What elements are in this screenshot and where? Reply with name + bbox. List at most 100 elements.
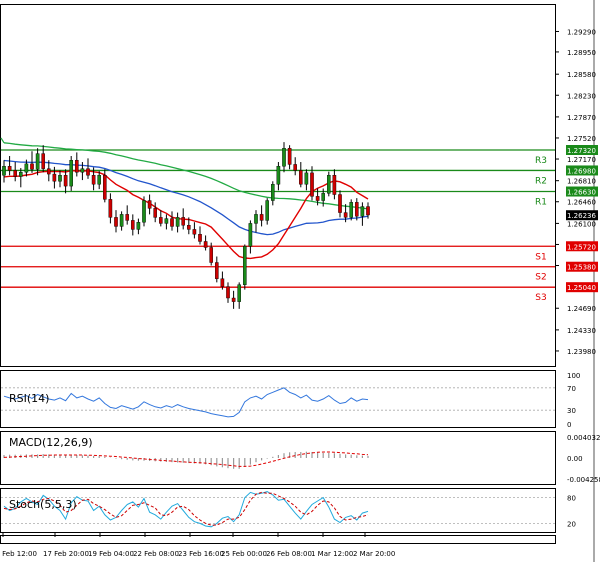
x-tick-label: 25 Feb 00:00 — [221, 550, 267, 558]
candle-body — [248, 223, 253, 247]
candle-body — [108, 199, 113, 218]
level-price-label: 1.25380 — [567, 264, 596, 272]
candle-body — [282, 147, 286, 167]
candle-body — [102, 175, 107, 200]
y-tick-label: 1.26460 — [567, 199, 596, 207]
candle-body — [259, 214, 264, 221]
x-tick-label: 2 Mar 20:00 — [353, 550, 395, 558]
candle-body — [355, 202, 359, 217]
rsi-pane-frame — [0, 370, 556, 428]
x-tick-label: 17 Feb 20:00 — [43, 550, 89, 558]
candle-body — [265, 200, 270, 221]
macd-tick-label: -0.004258 — [567, 476, 600, 484]
candle-body — [315, 196, 320, 201]
candle-body — [13, 170, 18, 177]
candle-body — [7, 166, 12, 171]
ma-slow-line — [3, 142, 369, 210]
y-tick-label: 1.28950 — [567, 49, 596, 57]
level-price-box — [566, 145, 598, 156]
candle-body — [214, 262, 219, 279]
x-tick-label: 16 Feb 12:00 — [0, 550, 37, 558]
candle-body — [327, 175, 331, 194]
y-tick-label: 1.26100 — [567, 220, 596, 228]
candle-body — [209, 247, 214, 263]
candle-body — [147, 200, 152, 209]
candle-body — [310, 172, 314, 197]
level-name-s3: S3 — [535, 293, 546, 303]
candle-body — [164, 218, 169, 224]
level-price-label: 1.26630 — [567, 189, 596, 197]
candle-body — [181, 217, 186, 226]
level-name-s1: S1 — [535, 252, 546, 262]
y-tick-label: 1.27170 — [567, 156, 596, 164]
candle-body — [271, 184, 275, 201]
candle-body — [192, 229, 197, 235]
level-price-box — [566, 241, 598, 252]
candle-body — [276, 166, 281, 185]
candle-body — [226, 286, 230, 299]
stoch-tick-label: 20 — [567, 520, 576, 528]
x-tick-label: 1 Mar 12:00 — [311, 550, 353, 558]
ma-fast-line — [3, 169, 369, 260]
candle-body — [142, 200, 146, 223]
level-name-r3: R3 — [535, 156, 547, 166]
candle-body — [69, 160, 73, 187]
ma-slow-lead — [0, 137, 5, 144]
macd-pane-frame — [0, 431, 556, 485]
level-name-r2: R2 — [535, 176, 547, 186]
candle-body — [114, 217, 118, 227]
candle-body — [136, 222, 141, 230]
candle-body — [125, 214, 129, 221]
level-name-s2: S2 — [535, 273, 546, 283]
y-tick-label: 1.27520 — [567, 135, 596, 143]
stoch-label: Stoch(5,5,3) — [9, 498, 77, 511]
candle-body — [74, 160, 79, 173]
candle-body — [343, 212, 348, 218]
current-price-box — [566, 210, 598, 221]
candle-body — [293, 164, 298, 171]
macd-tick-label: 0.004032 — [567, 434, 600, 442]
macd-signal-line — [3, 451, 369, 467]
x-tick-label: 19 Feb 04:00 — [88, 550, 134, 558]
level-price-label: 1.27320 — [567, 147, 596, 155]
y-tick-label: 1.27870 — [567, 114, 596, 122]
y-tick-label: 1.28230 — [567, 92, 596, 100]
candle-body — [63, 175, 68, 187]
stoch-k-line — [3, 491, 369, 528]
level-price-box — [566, 165, 598, 176]
rsi-tick-label: 70 — [567, 385, 576, 393]
candle-body — [170, 218, 174, 227]
candle-body — [338, 194, 342, 213]
candle-body — [231, 297, 236, 302]
ma-mid-line — [3, 159, 369, 236]
candle-body — [119, 214, 124, 227]
candle-body — [86, 168, 90, 176]
level-price-box — [566, 186, 598, 197]
candle-body — [19, 172, 23, 177]
candle-body — [321, 193, 326, 201]
candle-body — [360, 206, 365, 217]
candle-body — [198, 234, 202, 242]
candle-body — [304, 172, 309, 185]
candle-body — [242, 246, 247, 285]
rsi-tick-label: 100 — [567, 372, 580, 380]
level-price-label: 1.25040 — [567, 284, 596, 292]
stoch-d-line — [3, 491, 369, 526]
candle-body — [366, 206, 370, 216]
candle-body — [203, 241, 208, 248]
candle-body — [332, 175, 337, 195]
macd-tick-label: 0.00 — [567, 455, 583, 463]
current-price-label: 1.26236 — [567, 212, 596, 220]
candle-body — [186, 225, 191, 230]
candle-body — [158, 217, 163, 224]
y-tick-label: 1.24690 — [567, 305, 596, 313]
main-pane-frame — [0, 4, 556, 367]
candle-body — [299, 170, 303, 185]
candle-body — [58, 175, 62, 182]
rsi-line — [3, 387, 369, 418]
candle-body — [237, 284, 242, 302]
level-price-box — [566, 282, 598, 293]
y-tick-label: 1.23980 — [567, 348, 596, 356]
